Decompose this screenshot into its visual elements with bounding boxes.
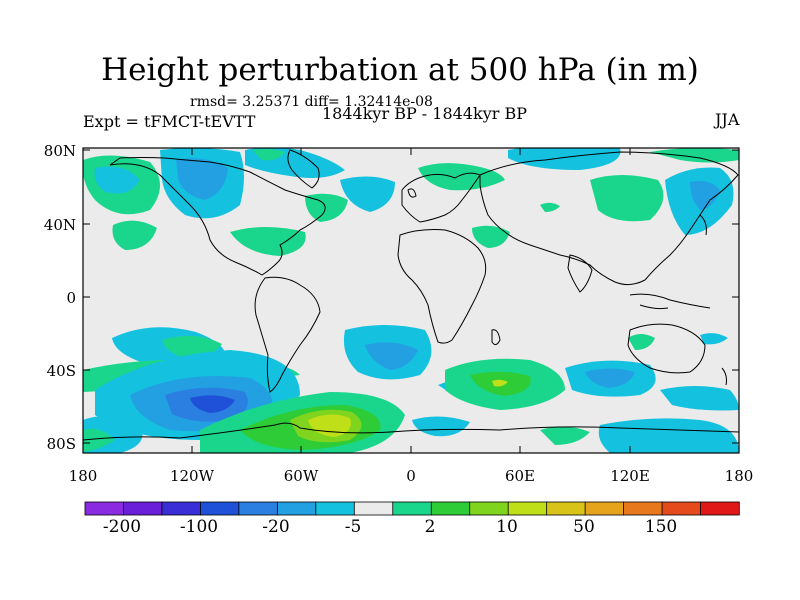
anomaly-green-south-pole-left <box>83 428 115 452</box>
coastline-south-america <box>254 276 321 393</box>
colorbar-label: -20 <box>262 517 290 537</box>
lat-label-80s: 80S <box>46 435 76 453</box>
lon-label-120e: 120E <box>610 467 650 485</box>
colorbar-label: 150 <box>644 517 678 537</box>
coastline-australia <box>627 323 706 374</box>
colorbar-label: -200 <box>102 517 142 537</box>
anomaly-cyan-s-indian-small <box>412 416 470 437</box>
anomaly-yellow-s-atlantic <box>308 414 351 437</box>
colorbar-swatch <box>623 501 663 516</box>
coastline-north-america <box>109 157 326 276</box>
colorbar-swatch <box>315 501 355 516</box>
coastline-madagascar <box>491 329 501 346</box>
colorbar-label: 10 <box>496 517 518 537</box>
map-title: Height perturbation at 500 hPa (in m) <box>101 52 699 88</box>
anomaly-cyan-n-atlantic <box>340 176 395 212</box>
anomaly-green-europe <box>418 163 505 191</box>
anomaly-blue-east-asia <box>690 181 720 210</box>
anomaly-green-pacific-small <box>112 220 157 250</box>
colorbar <box>84 501 740 516</box>
lon-label-0: 0 <box>406 467 416 485</box>
colorbar-swatch <box>276 501 317 516</box>
anomaly-blue-north-america <box>176 158 228 200</box>
anomaly-blue-s-indian-east <box>585 368 635 388</box>
anomaly-cyan-alaska <box>94 166 140 194</box>
anomaly-core-se-pacific <box>190 395 235 413</box>
lon-label-180w: 180 <box>68 467 98 485</box>
coastline-greenland <box>287 149 320 189</box>
lon-label-60w: 60W <box>283 467 319 485</box>
perturbation-field <box>83 148 739 453</box>
colorbar-swatch <box>469 501 509 516</box>
anomaly-green-central-asia <box>590 175 664 222</box>
anomaly-green-arctic-east <box>650 148 739 163</box>
anomaly-green-russia <box>540 202 560 212</box>
anomaly-cyan-sw-pacific <box>700 333 728 345</box>
coastline-europe <box>401 172 481 223</box>
colorbar-swatch <box>661 501 702 516</box>
anomaly-green-south-pole-center <box>540 426 590 445</box>
colorbar-swatch <box>123 501 163 516</box>
lon-label-180e: 180 <box>724 467 754 485</box>
anomaly-green-n-atlantic <box>305 193 348 222</box>
colorbar-swatch <box>200 501 240 516</box>
colorbar-label: 50 <box>573 517 595 537</box>
anomaly-cyan-se-indian <box>660 386 739 411</box>
lat-label-80n: 80N <box>43 142 76 160</box>
colorbar-swatch <box>84 501 125 516</box>
anomaly-cyan-siberia <box>508 148 621 170</box>
colorbar-swatch <box>700 501 740 516</box>
lon-label-120w: 120W <box>169 467 215 485</box>
coastline-asia <box>479 151 739 286</box>
coastline-uk <box>407 188 417 198</box>
colorbar-swatch <box>546 501 586 516</box>
anomaly-green-australia <box>628 334 655 350</box>
colorbar-label: -100 <box>179 517 219 537</box>
lat-label-40n: 40N <box>43 216 76 234</box>
experiment-label: Expt = tFMCT-tEVTT <box>83 112 256 131</box>
colorbar-swatch <box>584 501 625 516</box>
colorbar-swatch <box>392 501 432 516</box>
period-label: 1844kyr BP - 1844kyr BP <box>322 104 527 123</box>
rmsd-stats: rmsd= 3.25371 diff= 1.32414e-08 <box>190 94 433 110</box>
colorbar-label: 2 <box>424 517 436 537</box>
season-label: JJA <box>715 110 740 129</box>
lat-label-40s: 40S <box>46 362 76 380</box>
axis-ticks <box>83 148 739 453</box>
colorbar-swatch <box>507 501 548 516</box>
coastline-antarctica <box>83 422 739 441</box>
anomaly-cyan-south-pole-right <box>598 418 739 453</box>
anomaly-yellow-s-indian <box>492 379 508 387</box>
colorbar-swatch <box>430 501 471 516</box>
colorbar-swatch <box>161 501 202 516</box>
anomaly-blue-s-atlantic <box>365 342 418 370</box>
coastline-new-zealand <box>721 367 727 386</box>
lat-label-0: 0 <box>66 289 76 307</box>
colorbar-swatch <box>353 501 394 516</box>
coastline-japan <box>699 214 707 236</box>
coastline-indonesia <box>629 293 711 310</box>
lon-label-60e: 60E <box>504 467 536 485</box>
anomaly-green-greenland <box>252 148 285 161</box>
anomaly-green-n-america-east <box>230 227 306 256</box>
coastline-india <box>567 254 593 293</box>
colorbar-label: -5 <box>344 517 362 537</box>
coastline-africa <box>397 229 487 344</box>
coastlines <box>83 149 739 441</box>
anomaly-green-mediterranean <box>472 225 510 248</box>
colorbar-swatch <box>238 501 279 516</box>
